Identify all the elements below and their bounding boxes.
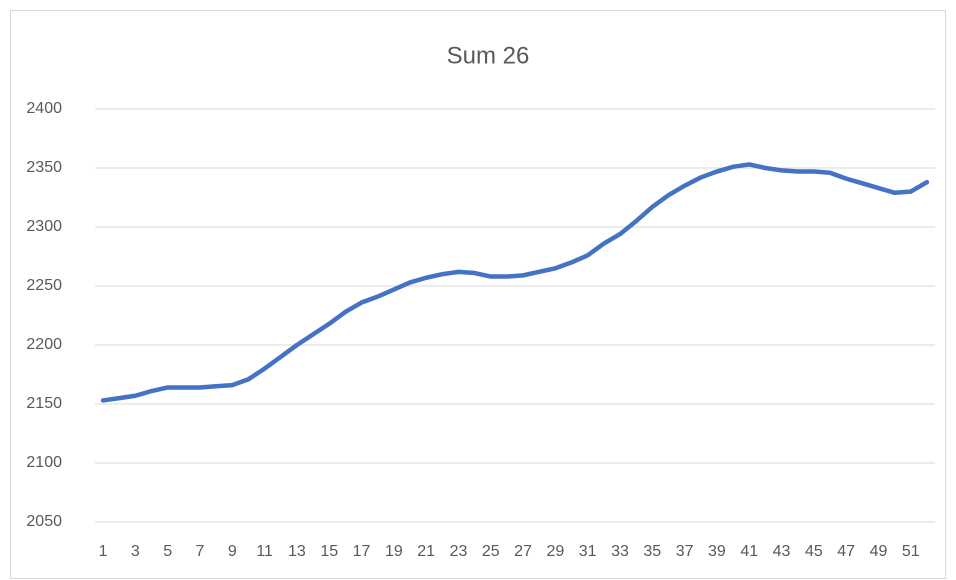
x-tick-label: 21 bbox=[417, 543, 435, 560]
x-tick-label: 43 bbox=[773, 543, 791, 560]
x-tick-label: 23 bbox=[450, 543, 468, 560]
x-tick-label: 29 bbox=[546, 543, 564, 560]
x-tick-label: 33 bbox=[611, 543, 629, 560]
chart-title: Sum 26 bbox=[447, 42, 530, 69]
x-tick-label: 7 bbox=[196, 543, 205, 560]
x-tick-label: 49 bbox=[870, 543, 888, 560]
x-tick-label: 15 bbox=[320, 543, 338, 560]
x-tick-label: 27 bbox=[514, 543, 532, 560]
x-tick-label: 19 bbox=[385, 543, 403, 560]
x-tick-label: 47 bbox=[837, 543, 855, 560]
x-tick-label: 13 bbox=[288, 543, 306, 560]
y-tick-label: 2100 bbox=[26, 454, 62, 471]
y-tick-label: 2050 bbox=[26, 513, 62, 530]
x-tick-label: 39 bbox=[708, 543, 726, 560]
data-line bbox=[100, 162, 930, 403]
chart-border bbox=[10, 10, 946, 579]
x-tick-label: 9 bbox=[228, 543, 237, 560]
x-tick-label: 45 bbox=[805, 543, 823, 560]
x-tick-label: 11 bbox=[256, 543, 273, 560]
y-tick-label: 2250 bbox=[26, 277, 62, 294]
x-tick-label: 1 bbox=[99, 543, 108, 560]
x-tick-label: 37 bbox=[676, 543, 694, 560]
y-tick-label: 2150 bbox=[26, 395, 62, 412]
x-tick-label: 17 bbox=[353, 543, 371, 560]
x-tick-label: 41 bbox=[740, 543, 758, 560]
y-tick-label: 2350 bbox=[26, 159, 62, 176]
x-tick-label: 35 bbox=[643, 543, 661, 560]
y-tick-label: 2400 bbox=[26, 100, 62, 117]
x-tick-label: 51 bbox=[902, 543, 920, 560]
x-tick-label: 25 bbox=[482, 543, 500, 560]
y-tick-label: 2300 bbox=[26, 218, 62, 235]
y-tick-label: 2200 bbox=[26, 336, 62, 353]
x-tick-label: 3 bbox=[131, 543, 140, 560]
x-tick-label: 5 bbox=[163, 543, 172, 560]
x-tick-label: 31 bbox=[579, 543, 597, 560]
